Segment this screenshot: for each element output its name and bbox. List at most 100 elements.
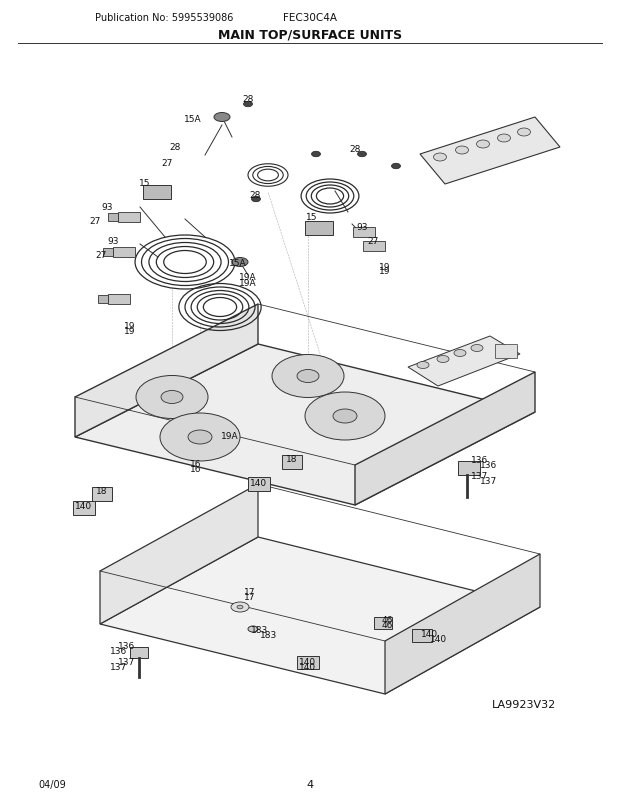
Text: 46: 46 [381,616,392,625]
Bar [495,345,517,358]
Text: 19: 19 [379,267,391,276]
Text: 16: 16 [190,460,202,469]
Text: 15A: 15A [229,258,247,267]
Text: 93: 93 [101,202,113,211]
Text: 18: 18 [286,455,298,464]
Bar [130,647,148,658]
Text: 28: 28 [249,190,260,199]
Text: 27: 27 [161,158,173,168]
Text: FEC30C4A: FEC30C4A [283,13,337,23]
Text: 137: 137 [480,477,497,486]
Ellipse shape [231,602,249,612]
Text: 28: 28 [349,145,361,154]
Text: 19A: 19A [239,273,257,282]
Text: 136: 136 [110,646,127,656]
Polygon shape [100,484,258,624]
Bar [458,461,480,476]
Polygon shape [100,537,540,695]
Text: 17: 17 [244,593,255,602]
Text: 19A: 19A [221,437,239,446]
Ellipse shape [232,258,248,267]
Bar [108,294,130,305]
Bar [113,248,135,257]
Text: 140: 140 [250,479,268,488]
Ellipse shape [477,141,490,149]
Text: 140: 140 [76,502,92,511]
Bar [282,456,302,469]
Text: 4: 4 [306,779,314,789]
Text: 15: 15 [306,213,317,222]
Polygon shape [75,345,535,505]
Ellipse shape [272,355,344,398]
Ellipse shape [497,135,510,143]
Text: 18: 18 [96,487,108,496]
Text: 140: 140 [76,507,92,516]
Ellipse shape [471,345,483,352]
Text: 140: 140 [430,634,447,644]
Text: ereplacementparts.com: ereplacementparts.com [190,438,340,451]
Polygon shape [408,337,520,387]
Ellipse shape [456,147,469,155]
Bar [92,488,112,501]
Bar [353,228,375,237]
Polygon shape [75,305,258,437]
Text: MAIN TOP/SURFACE UNITS: MAIN TOP/SURFACE UNITS [218,28,402,42]
Bar [363,241,385,252]
Text: 46: 46 [381,621,392,630]
Text: 15A: 15A [184,115,202,124]
Polygon shape [385,554,540,695]
Bar [118,213,140,223]
Text: 137: 137 [118,658,136,666]
Ellipse shape [454,350,466,357]
Polygon shape [355,373,535,505]
Text: 93: 93 [107,237,119,246]
Ellipse shape [161,391,183,404]
Bar [98,296,108,304]
Text: 140: 140 [299,658,317,666]
Text: 28: 28 [242,95,254,104]
Text: 136: 136 [480,461,497,470]
Ellipse shape [237,606,243,609]
Ellipse shape [391,164,401,169]
Text: 27: 27 [95,251,107,260]
Text: 93: 93 [356,223,368,233]
Text: 19A: 19A [239,278,257,287]
Ellipse shape [311,152,321,157]
Text: 183: 183 [260,630,277,640]
Text: 28: 28 [169,144,180,152]
Bar [374,618,392,630]
Text: 140: 140 [250,484,268,493]
Ellipse shape [252,197,260,202]
Text: 16: 16 [190,465,202,474]
Bar [305,221,333,236]
Ellipse shape [214,113,230,123]
Bar [103,249,113,257]
Ellipse shape [188,431,212,444]
Text: 137: 137 [471,472,489,481]
Text: 137: 137 [110,662,127,671]
Text: 19: 19 [124,327,136,336]
Text: 15: 15 [140,178,151,187]
Ellipse shape [244,102,252,107]
Text: 19A: 19A [221,432,239,441]
Bar [412,630,432,642]
Bar [248,477,270,492]
Ellipse shape [433,154,446,162]
Text: 19: 19 [124,322,136,331]
Text: 27: 27 [89,217,100,225]
Text: LA9923V32: LA9923V32 [492,699,556,709]
Bar [297,656,319,669]
Bar [108,214,118,221]
Bar [73,501,95,516]
Text: Publication No: 5995539086: Publication No: 5995539086 [95,13,233,23]
Ellipse shape [437,356,449,363]
Text: 18: 18 [96,492,108,501]
Text: 136: 136 [118,642,136,650]
Ellipse shape [160,414,240,461]
Text: 19: 19 [379,263,391,272]
Text: 04/09: 04/09 [38,779,66,789]
Text: 183: 183 [251,626,268,634]
Ellipse shape [333,410,357,423]
Ellipse shape [518,129,531,137]
Text: 17: 17 [244,588,255,597]
